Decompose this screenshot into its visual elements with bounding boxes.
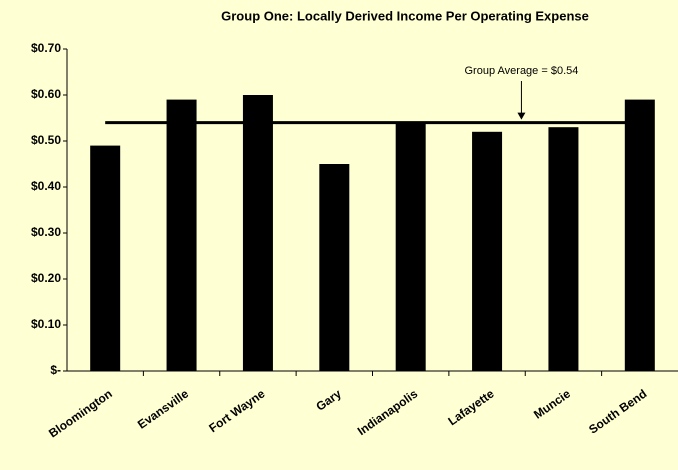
arrow-head bbox=[517, 112, 526, 120]
y-tick-label: $- bbox=[50, 363, 61, 377]
bar bbox=[242, 95, 273, 371]
y-tick-label: $0.50 bbox=[31, 133, 61, 147]
y-tick-label: $0.10 bbox=[31, 317, 61, 331]
bar bbox=[395, 122, 426, 371]
bar bbox=[624, 99, 655, 371]
bar bbox=[472, 131, 503, 371]
bar bbox=[319, 164, 350, 371]
y-tick-label: $0.60 bbox=[31, 87, 61, 101]
average-label: Group Average = $0.54 bbox=[465, 65, 579, 77]
bar bbox=[166, 99, 197, 371]
bar bbox=[90, 145, 121, 371]
bar bbox=[548, 127, 579, 371]
y-tick-label: $0.20 bbox=[31, 271, 61, 285]
y-tick-label: $0.40 bbox=[31, 179, 61, 193]
chart-title: Group One: Locally Derived Income Per Op… bbox=[221, 8, 589, 23]
y-tick-label: $0.30 bbox=[31, 225, 61, 239]
y-tick-label: $0.70 bbox=[31, 41, 61, 55]
